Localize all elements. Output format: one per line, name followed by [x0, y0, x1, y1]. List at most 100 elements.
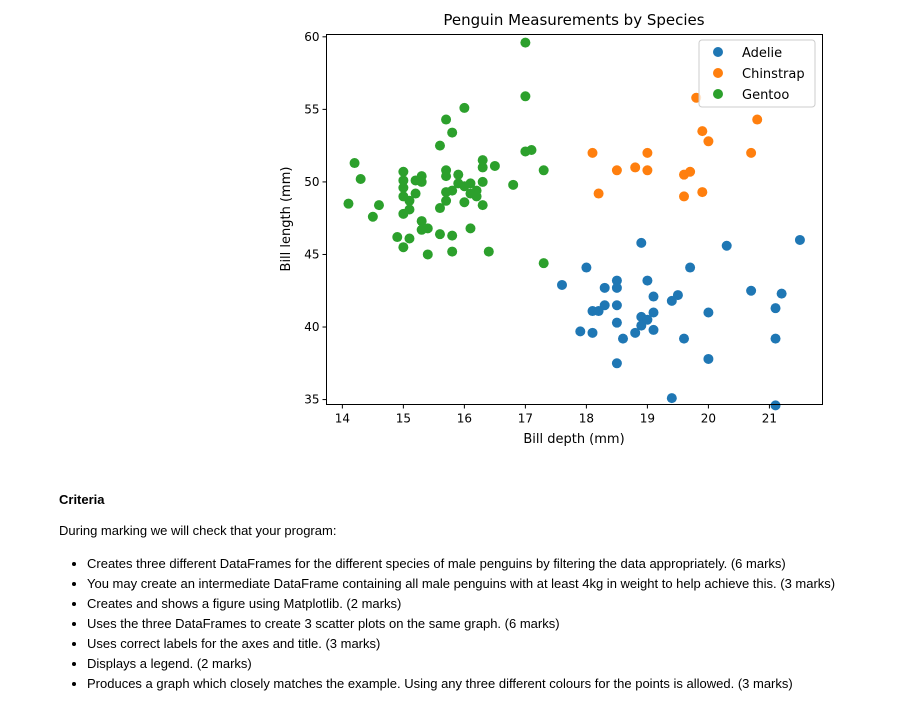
- x-tick-label: 19: [640, 412, 655, 426]
- x-tick-label: 16: [457, 412, 472, 426]
- criteria-item: Displays a legend. (2 marks): [87, 654, 835, 674]
- data-point: [703, 353, 714, 364]
- x-tick-label: 21: [762, 412, 777, 426]
- data-point: [556, 279, 567, 290]
- data-point: [630, 162, 641, 173]
- data-point: [422, 249, 433, 260]
- chart-title: Penguin Measurements by Species: [443, 11, 704, 29]
- x-tick-label: 14: [335, 412, 350, 426]
- data-point: [441, 114, 452, 125]
- data-point: [599, 282, 610, 293]
- legend-label: Gentoo: [742, 88, 789, 103]
- criteria-item: Produces a graph which closely matches t…: [87, 674, 835, 694]
- data-point: [636, 237, 647, 248]
- data-point: [746, 285, 757, 296]
- data-point: [398, 182, 409, 193]
- data-point: [398, 166, 409, 177]
- y-axis-label: Bill length (mm): [279, 167, 294, 272]
- legend-label: Chinstrap: [742, 67, 805, 82]
- y-tick-label: 40: [304, 320, 319, 334]
- data-point: [404, 233, 415, 244]
- series-chinstrap: [587, 92, 763, 202]
- data-point: [611, 300, 622, 311]
- data-point: [618, 333, 629, 344]
- data-point: [459, 102, 470, 113]
- data-point: [679, 333, 690, 344]
- criteria-heading: Criteria: [59, 492, 105, 507]
- x-tick-label: 15: [396, 412, 411, 426]
- data-point: [642, 275, 653, 286]
- data-point: [459, 181, 470, 192]
- data-point: [593, 306, 604, 317]
- data-point: [703, 307, 714, 318]
- data-point: [575, 326, 586, 337]
- data-point: [770, 333, 781, 344]
- data-point: [489, 160, 500, 171]
- data-point: [404, 195, 415, 206]
- data-point: [441, 195, 452, 206]
- x-tick-label: 17: [518, 412, 533, 426]
- data-point: [447, 246, 458, 257]
- plot-frame: [326, 34, 823, 405]
- data-point: [355, 174, 366, 185]
- data-point: [483, 246, 494, 257]
- y-tick-label: 35: [304, 393, 319, 407]
- data-point: [794, 234, 805, 245]
- criteria-item: Creates three different DataFrames for t…: [87, 554, 835, 574]
- data-point: [697, 126, 708, 137]
- data-point: [752, 114, 763, 125]
- data-point: [416, 216, 427, 227]
- data-point: [434, 203, 445, 214]
- data-point: [630, 327, 641, 338]
- data-point: [538, 165, 549, 176]
- data-point: [648, 307, 659, 318]
- data-point: [422, 223, 433, 234]
- data-point: [434, 140, 445, 151]
- criteria-intro: During marking we will check that your p…: [59, 523, 337, 538]
- data-point: [648, 291, 659, 302]
- data-point: [703, 136, 714, 147]
- data-point: [666, 295, 677, 306]
- data-point: [642, 147, 653, 158]
- data-point: [453, 169, 464, 180]
- scatter-chart: Penguin Measurements by Species 14 15 16 17…: [279, 11, 823, 447]
- data-point: [477, 176, 488, 187]
- data-point: [367, 211, 378, 222]
- data-point: [770, 303, 781, 314]
- data-point: [471, 191, 482, 202]
- data-point: [611, 317, 622, 328]
- data-point: [581, 262, 592, 273]
- data-point: [459, 197, 470, 208]
- data-point: [520, 91, 531, 102]
- data-point: [477, 200, 488, 211]
- criteria-item: Uses correct labels for the axes and tit…: [87, 634, 835, 654]
- series-gentoo: [343, 37, 549, 269]
- data-point: [441, 171, 452, 182]
- data-point: [465, 223, 476, 234]
- data-point: [398, 175, 409, 186]
- data-point: [410, 188, 421, 199]
- data-point: [447, 127, 458, 138]
- data-point: [697, 187, 708, 198]
- data-point: [392, 232, 403, 243]
- data-point: [611, 358, 622, 369]
- data-point: [520, 37, 531, 48]
- data-point: [685, 262, 696, 273]
- data-point: [526, 144, 537, 155]
- legend: Adelie Chinstrap Gentoo: [698, 39, 816, 108]
- data-point: [679, 191, 690, 202]
- data-point: [666, 393, 677, 404]
- data-point: [447, 230, 458, 241]
- data-point: [593, 188, 604, 199]
- legend-marker: [713, 89, 723, 99]
- data-point: [770, 400, 781, 411]
- data-point: [587, 147, 598, 158]
- data-point: [642, 165, 653, 176]
- data-point: [587, 327, 598, 338]
- data-point: [416, 176, 427, 187]
- criteria-item: Uses the three DataFrames to create 3 sc…: [87, 614, 835, 634]
- data-point: [611, 282, 622, 293]
- y-tick-label: 55: [304, 102, 319, 116]
- data-point: [538, 258, 549, 269]
- data-point: [685, 166, 696, 177]
